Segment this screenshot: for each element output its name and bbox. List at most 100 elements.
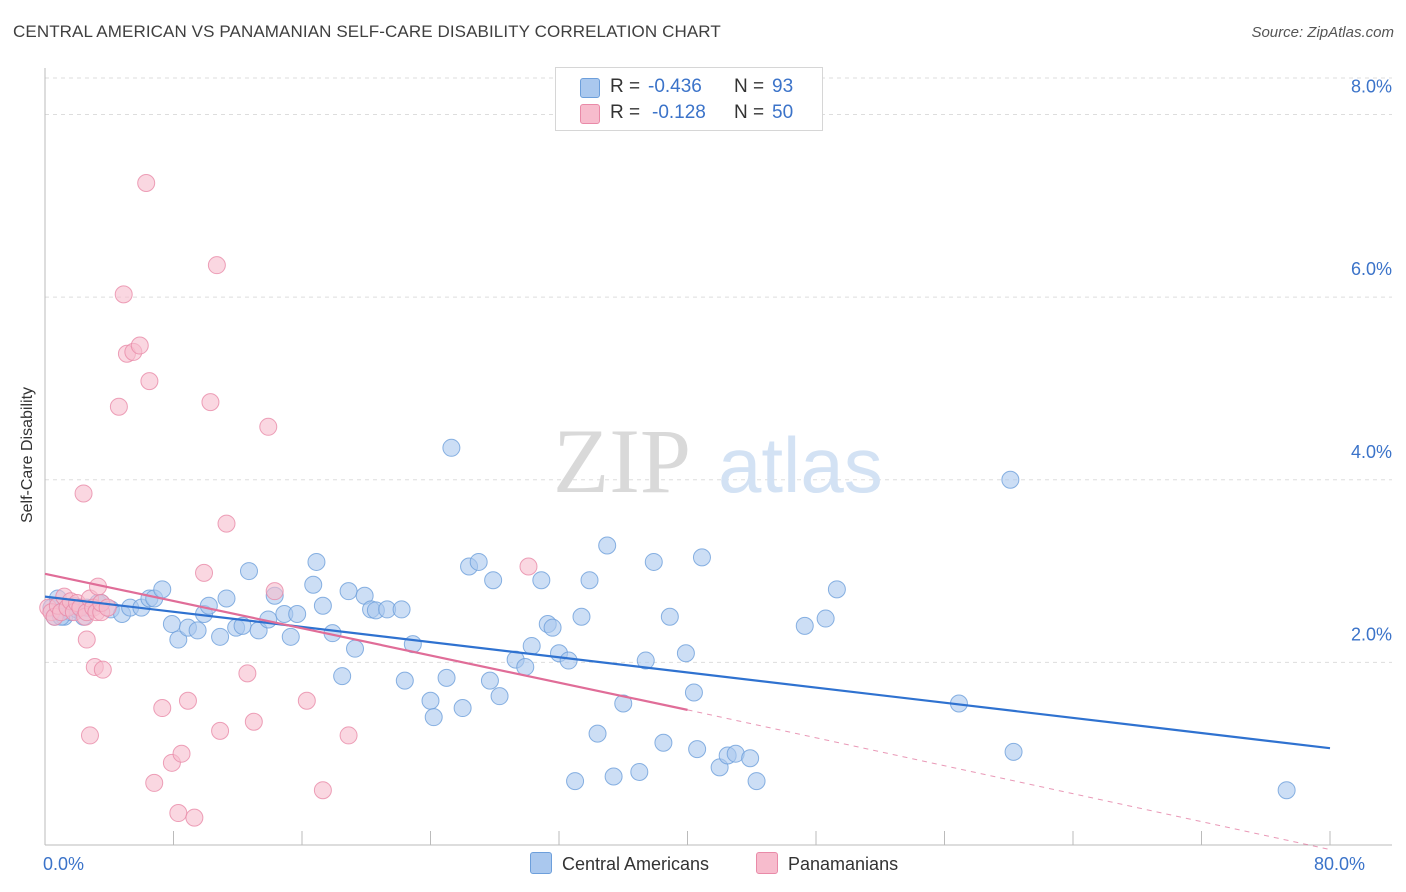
y-tick-label: 6.0% [1351, 259, 1392, 279]
point-central-americans [827, 580, 846, 599]
point-central-americans [424, 708, 443, 727]
point-central-americans [217, 589, 236, 608]
legend-label: Panamanians [788, 854, 899, 874]
trend-line-panamanians [44, 572, 688, 711]
point-panamanians [178, 691, 197, 710]
point-panamanians [217, 514, 236, 533]
point-panamanians [259, 417, 278, 436]
point-central-americans [1004, 742, 1023, 761]
point-panamanians [153, 699, 172, 718]
legend-swatch-blue [530, 852, 552, 874]
point-central-americans [795, 616, 814, 635]
point-panamanians [297, 691, 316, 710]
point-central-americans [580, 571, 599, 590]
point-central-americans [162, 615, 181, 634]
point-central-americans [304, 575, 323, 594]
point-panamanians [140, 372, 159, 391]
point-central-americans [333, 667, 352, 686]
point-panamanians [339, 726, 358, 745]
point-central-americans [1001, 470, 1020, 489]
point-central-americans [572, 607, 591, 626]
watermark-atlas: atlas [718, 421, 883, 509]
point-central-americans [660, 607, 679, 626]
point-panamanians [211, 721, 230, 740]
data-points [39, 174, 1296, 827]
stats-r-label: R = [610, 76, 641, 97]
point-central-americans [522, 636, 541, 655]
point-panamanians [195, 563, 214, 582]
point-central-americans [692, 548, 711, 567]
point-central-americans [421, 691, 440, 710]
point-central-americans [598, 536, 617, 555]
point-panamanians [77, 630, 96, 649]
trend-line-central-americans [44, 595, 1331, 750]
x-tick-label: 0.0% [43, 854, 84, 874]
point-central-americans [153, 580, 172, 599]
point-panamanians [130, 336, 149, 355]
point-central-americans [741, 749, 760, 768]
stats-n-label: N = [734, 76, 765, 97]
point-central-americans [516, 657, 535, 676]
point-central-americans [747, 772, 766, 791]
point-panamanians [244, 712, 263, 731]
point-central-americans [288, 604, 307, 623]
point-central-americans [346, 639, 365, 658]
point-central-americans [281, 627, 300, 646]
point-central-americans [437, 668, 456, 687]
stats-r-value: -0.436 [648, 76, 702, 97]
point-central-americans [654, 733, 673, 752]
point-central-americans [543, 618, 562, 637]
legend-item-panamanians: Panamanians [756, 852, 898, 875]
point-central-americans [453, 699, 472, 718]
watermark: ZIP atlas [553, 410, 883, 512]
point-central-americans [395, 671, 414, 690]
trend-line-panamanians-extension [687, 709, 1331, 851]
point-panamanians [137, 174, 156, 193]
legend-swatch-pink [756, 852, 778, 874]
point-panamanians [201, 393, 220, 412]
point-central-americans [688, 740, 707, 759]
point-panamanians [109, 397, 128, 416]
stats-swatch-blue [580, 78, 600, 98]
point-panamanians [80, 726, 99, 745]
stats-swatch-pink [580, 104, 600, 124]
x-tick-label: 80.0% [1314, 854, 1365, 874]
point-central-americans [199, 596, 218, 615]
legend-item-central-americans: Central Americans [530, 852, 709, 875]
point-central-americans [676, 644, 695, 663]
point-panamanians [114, 285, 133, 304]
point-panamanians [98, 598, 117, 617]
point-central-americans [239, 562, 258, 581]
point-panamanians [519, 557, 538, 576]
point-panamanians [74, 484, 93, 503]
point-central-americans [532, 571, 551, 590]
legend-label: Central Americans [562, 854, 710, 874]
point-central-americans [1277, 781, 1296, 800]
point-central-americans [169, 630, 188, 649]
point-panamanians [185, 808, 204, 827]
point-central-americans [566, 772, 585, 791]
point-central-americans [313, 596, 332, 615]
stats-n-value: 50 [772, 102, 794, 123]
stats-r-label: R = [610, 102, 641, 123]
point-central-americans [480, 671, 499, 690]
point-panamanians [238, 664, 257, 683]
y-tick-label: 2.0% [1351, 624, 1392, 644]
y-tick-label: 4.0% [1351, 442, 1392, 462]
point-central-americans [188, 621, 207, 640]
point-central-americans [816, 609, 835, 628]
stats-r-value: -0.128 [652, 102, 706, 123]
point-panamanians [93, 660, 112, 679]
point-central-americans [614, 694, 633, 713]
point-panamanians [313, 781, 332, 800]
trend-lines [44, 572, 1331, 851]
y-tick-label: 8.0% [1351, 77, 1392, 97]
point-central-americans [684, 683, 703, 702]
point-central-americans [588, 724, 607, 743]
point-central-americans [644, 552, 663, 571]
axes [44, 68, 1392, 846]
point-central-americans [307, 552, 326, 571]
chart-title: CENTRAL AMERICAN VS PANAMANIAN SELF-CARE… [13, 22, 721, 41]
point-central-americans [636, 651, 655, 670]
point-central-americans [559, 651, 578, 670]
